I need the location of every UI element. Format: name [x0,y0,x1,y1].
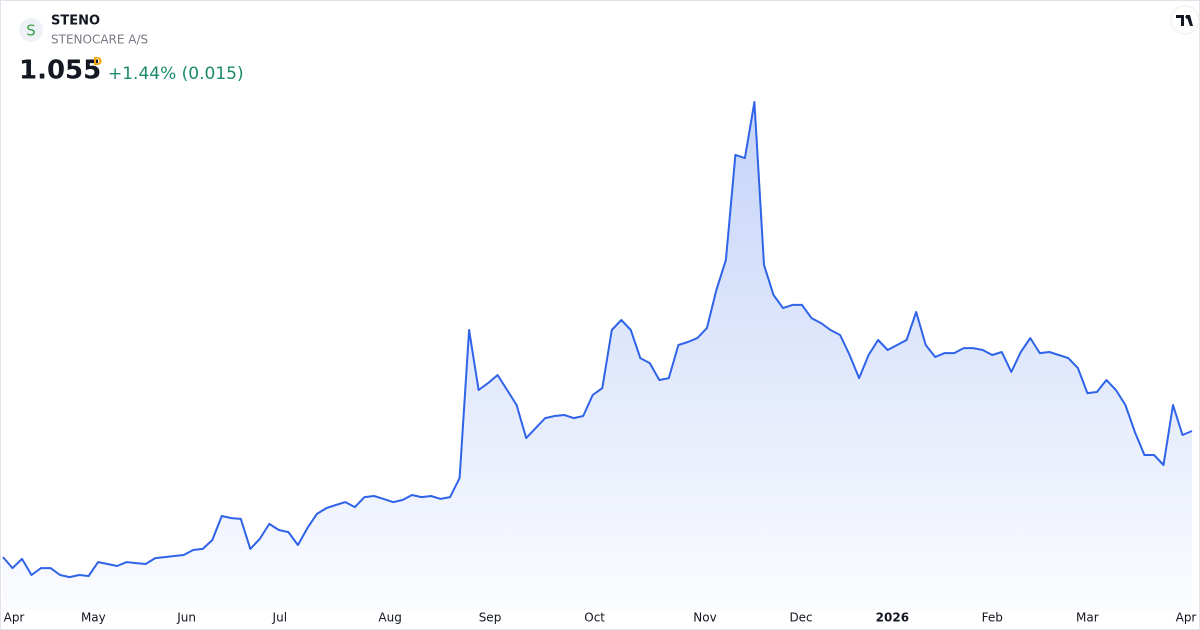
company-name: STENOCARE A/S [51,33,148,47]
x-tick-label: Mar [1076,611,1099,625]
x-tick-label: Sep [479,611,502,625]
x-tick-label: Dec [789,611,812,625]
x-tick-label: Nov [693,611,716,625]
price-line [2,101,1193,579]
interval: D [93,55,102,68]
x-tick-label: Apr [1176,611,1197,625]
tv-logo-dot [1185,15,1189,19]
symbol[interactable]: STENO [51,14,100,29]
tv-logo-bg [1170,5,1200,35]
tv-logo-mark [1176,15,1193,26]
x-tick-label: Jun [176,611,196,625]
x-tick-label: Oct [584,611,605,625]
change: +1.44% (0.015) [108,64,244,84]
x-tick-label: Apr [4,611,25,625]
logo-circle [19,18,43,42]
tv-logo[interactable] [1170,5,1200,35]
logo: S [26,22,36,40]
price: 1.055 [19,56,101,86]
x-tick-label: Feb [982,611,1003,625]
x-tick-label: Aug [378,611,401,625]
x-tick-label: May [81,611,106,625]
x-tick-label: Jul [272,611,287,625]
x-tick-label: 2026 [876,611,909,625]
area-fill [3,102,1192,610]
